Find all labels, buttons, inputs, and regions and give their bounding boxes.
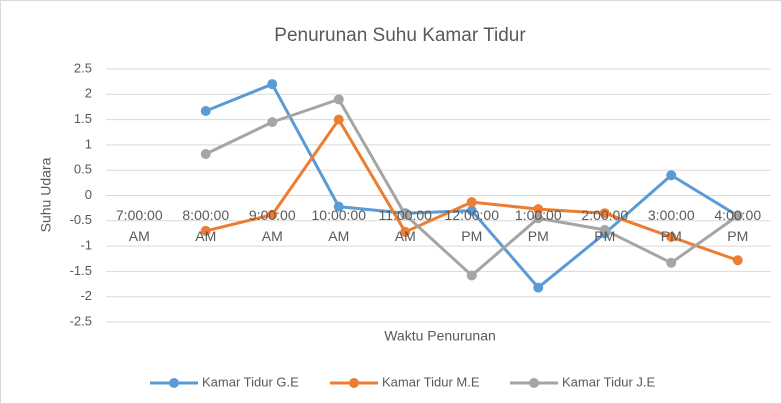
y-tick-label: -2.5 xyxy=(70,313,92,328)
x-tick-label: 8:00:00 AM xyxy=(182,207,230,244)
x-tick-label: 12:00:00 PM xyxy=(444,207,500,244)
x-tick-label: 10:00:00 AM xyxy=(311,207,367,244)
data-point xyxy=(666,231,677,242)
data-point xyxy=(400,209,411,220)
chart-title: Penurunan Suhu Kamar Tidur xyxy=(274,25,526,46)
x-tick-label: 4:00:00 PM xyxy=(714,207,762,244)
y-tick-label: 1.5 xyxy=(74,111,92,126)
y-tick-label: 0 xyxy=(85,187,92,202)
x-tick-label: 2:00:00 PM xyxy=(581,207,629,244)
data-point xyxy=(400,226,411,237)
data-point xyxy=(333,114,344,125)
legend-marker xyxy=(349,378,359,388)
data-point xyxy=(533,213,544,224)
data-point xyxy=(267,79,278,90)
data-point xyxy=(267,117,278,128)
data-point xyxy=(533,204,544,215)
y-tick-label: 0.5 xyxy=(74,162,92,177)
data-point xyxy=(200,225,211,236)
x-tick-label: 3:00:00 PM xyxy=(647,207,695,244)
x-tick-label: 1:00:00 PM xyxy=(514,207,562,244)
data-point xyxy=(599,208,610,219)
x-tick-label: 7:00:00 AM xyxy=(115,207,163,244)
data-point xyxy=(599,224,610,235)
x-tick-label: 11:00:00 AM xyxy=(378,207,432,244)
y-tick-label: -2 xyxy=(80,288,92,303)
data-point xyxy=(200,149,211,160)
data-point xyxy=(666,257,677,268)
y-tick-label: 2 xyxy=(85,86,92,101)
legend-marker xyxy=(169,378,179,388)
data-point xyxy=(466,205,477,216)
y-tick-label: 2.5 xyxy=(74,60,92,75)
legend-label: Kamar Tidur M.E xyxy=(382,374,480,389)
x-tick-label: 9:00:00 AM xyxy=(248,207,296,244)
y-tick-label: -1 xyxy=(80,238,92,253)
y-tick-label: -0.5 xyxy=(70,212,92,227)
y-tick-label: -1.5 xyxy=(70,263,92,278)
data-point xyxy=(666,170,677,181)
legend-label: Kamar Tidur G.E xyxy=(202,374,299,389)
data-point xyxy=(200,105,211,116)
data-point xyxy=(732,210,743,221)
x-axis-label: Waktu Penurunan xyxy=(384,328,496,344)
data-point xyxy=(333,94,344,105)
y-axis-label: Suhu Udara xyxy=(38,157,54,232)
data-point xyxy=(333,201,344,212)
legend-label: Kamar Tidur J.E xyxy=(562,374,656,389)
data-point xyxy=(466,270,477,281)
y-tick-label: 1 xyxy=(85,136,92,151)
legend-marker xyxy=(529,378,539,388)
data-point xyxy=(732,255,743,266)
data-point xyxy=(533,282,544,293)
data-point xyxy=(267,209,278,220)
data-point xyxy=(466,197,477,208)
